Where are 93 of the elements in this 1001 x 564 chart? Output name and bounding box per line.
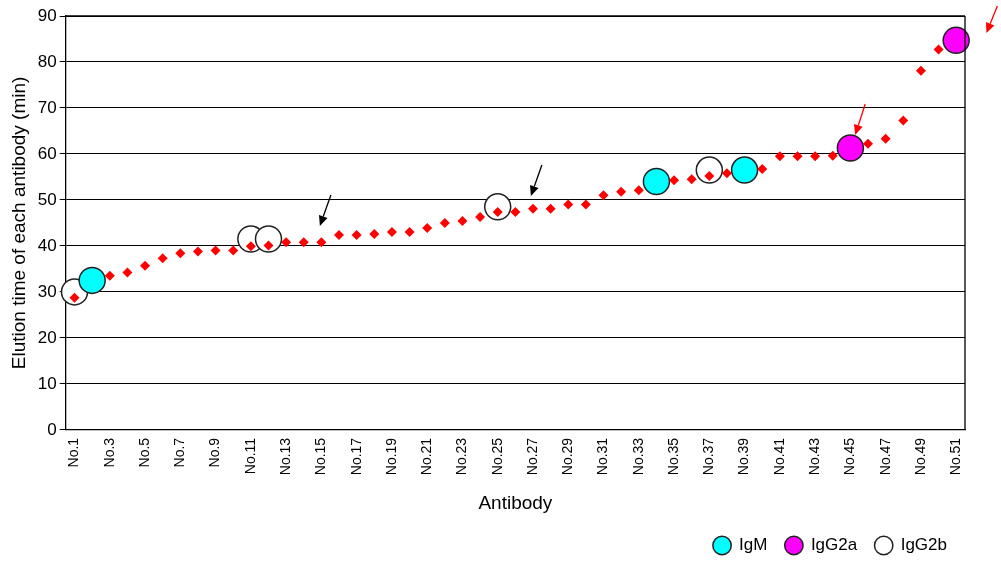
point [863, 138, 874, 149]
point [457, 216, 468, 227]
x-tick-label: No.1 [65, 437, 82, 468]
y-tick-label: 60 [37, 143, 57, 163]
legend-label: IgM [739, 535, 768, 555]
point [695, 156, 724, 184]
point [545, 203, 556, 214]
point [915, 65, 926, 76]
point [245, 241, 256, 252]
point [669, 175, 680, 186]
point [122, 267, 133, 278]
x-tick-label: No.15 [312, 437, 329, 476]
y-tick-label: 90 [37, 5, 57, 25]
point [351, 229, 362, 240]
x-tick-label: No.43 [805, 437, 822, 476]
point [422, 222, 433, 233]
point [633, 185, 644, 196]
point [316, 237, 327, 248]
y-axis-title: Elution time of each antibody (min) [7, 76, 29, 370]
point [898, 115, 909, 126]
x-tick-label: No.3 [100, 437, 117, 468]
x-axis-title: Antibody [478, 491, 553, 513]
x-tick-label: No.41 [770, 437, 787, 476]
point [386, 227, 397, 238]
x-tick-label: No.49 [911, 437, 928, 476]
point [140, 260, 151, 271]
y-tick-label: 50 [37, 189, 57, 209]
point [774, 151, 785, 162]
x-tick-label: No.31 [594, 437, 611, 476]
point [598, 190, 609, 201]
point [686, 174, 697, 185]
point [880, 133, 891, 144]
point [369, 228, 380, 239]
point [298, 237, 309, 248]
point [580, 199, 591, 210]
point [527, 203, 538, 214]
x-tick-label: No.51 [947, 437, 964, 476]
x-tick-label: No.33 [629, 437, 646, 476]
y-tick-label: 10 [37, 373, 57, 393]
x-tick-label: No.29 [559, 437, 576, 476]
point [483, 193, 512, 221]
legend-label: IgG2b [900, 535, 947, 555]
point [228, 245, 239, 256]
x-tick-label: No.23 [453, 437, 470, 476]
x-tick-label: No.39 [735, 437, 752, 476]
legend-label: IgG2a [810, 535, 858, 555]
point [254, 225, 283, 253]
point [827, 150, 838, 161]
point [616, 186, 627, 197]
point [157, 253, 168, 264]
y-tick-label: 70 [37, 97, 57, 117]
point [210, 245, 221, 256]
point [810, 151, 821, 162]
point [404, 227, 415, 238]
point [78, 266, 106, 295]
point [192, 246, 203, 257]
x-tick-label: No.9 [206, 437, 223, 468]
point [510, 206, 521, 217]
y-tick-label: 20 [37, 327, 57, 347]
x-tick-label: No.11 [241, 437, 258, 475]
x-tick-label: No.45 [841, 437, 858, 476]
point [942, 26, 970, 55]
point [281, 237, 292, 248]
point [334, 229, 345, 240]
x-tick-label: No.19 [382, 437, 399, 476]
x-tick-label: No.25 [488, 437, 505, 476]
x-tick-label: No.37 [700, 437, 717, 476]
x-tick-label: No.47 [876, 437, 893, 476]
x-tick-label: No.27 [523, 437, 540, 476]
point [704, 171, 715, 182]
point [836, 134, 865, 162]
y-tick-label: 30 [37, 281, 57, 301]
x-tick-label: No.5 [135, 437, 152, 468]
point [104, 270, 115, 281]
point [757, 164, 768, 175]
point [933, 44, 944, 55]
x-tick-label: No.35 [664, 437, 681, 476]
point [563, 199, 574, 210]
x-tick-label: No.7 [171, 437, 188, 468]
point [721, 168, 732, 179]
point [730, 156, 759, 184]
x-tick-label: No.17 [347, 437, 364, 476]
y-tick-label: 40 [37, 235, 57, 255]
point [263, 240, 274, 251]
point [792, 151, 803, 162]
point [475, 211, 486, 222]
y-tick-label: 0 [47, 419, 57, 439]
x-tick-label: No.21 [418, 437, 435, 476]
x-tick-label: No.13 [276, 437, 293, 476]
point [439, 217, 450, 228]
point [175, 248, 186, 259]
y-tick-label: 80 [37, 51, 57, 71]
point [642, 167, 671, 196]
